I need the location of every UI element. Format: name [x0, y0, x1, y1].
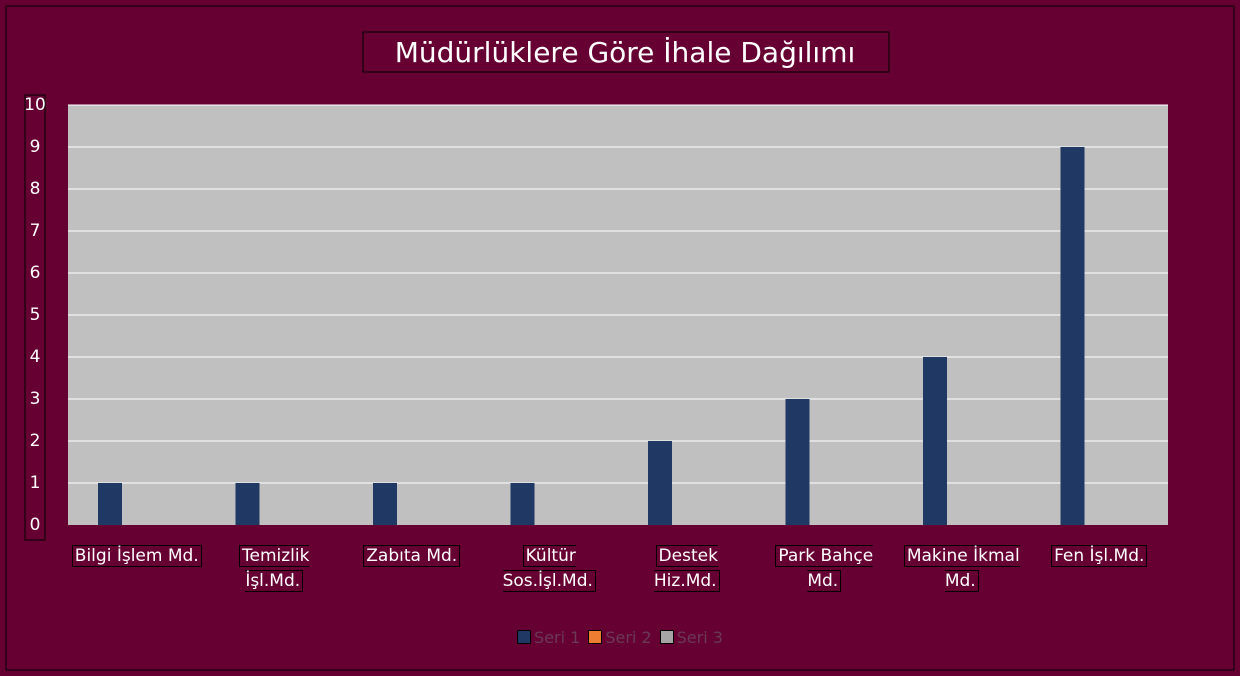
- y-tick-label: 4: [30, 347, 41, 367]
- bar: [235, 483, 260, 525]
- y-tick-label: 10: [24, 95, 46, 115]
- bar: [785, 399, 810, 525]
- y-tick-label: 6: [30, 263, 41, 283]
- chart-title: Müdürlüklere Göre İhale Dağılımı: [395, 36, 856, 69]
- y-tick-label: 8: [30, 179, 41, 199]
- x-tick-label-box: Makine İkmal Md.: [897, 544, 1027, 594]
- x-tick-label: Fen İşl.Md.: [1051, 545, 1148, 567]
- bar: [98, 483, 122, 525]
- legend-label: Seri 3: [676, 628, 723, 647]
- x-tick-label-box: Zabıta Md.: [347, 544, 477, 569]
- chart-border: [5, 5, 1235, 671]
- x-tick-label: Kültür Sos.İşl.Md.: [502, 545, 596, 592]
- legend: Seri 1 Seri 2 Seri 3: [0, 628, 1240, 647]
- legend-swatch: [517, 630, 532, 644]
- legend-label: Seri 1: [534, 628, 581, 647]
- legend-swatch: [659, 630, 674, 644]
- y-tick-label: 0: [30, 515, 41, 535]
- x-tick-label-box: Kültür Sos.İşl.Md.: [484, 544, 614, 594]
- bar: [373, 483, 397, 525]
- y-tick-label: 2: [30, 431, 41, 451]
- y-axis-box: [24, 94, 46, 541]
- legend-item: Seri 3: [659, 628, 723, 647]
- bar: [923, 357, 947, 525]
- legend-label: Seri 2: [605, 628, 652, 647]
- y-tick-label: 1: [30, 473, 41, 493]
- x-tick-label-box: Fen İşl.Md.: [1034, 544, 1164, 569]
- legend-item: Seri 1: [517, 628, 580, 647]
- x-tick-label: Park Bahçe Md.: [775, 545, 874, 592]
- x-tick-label-box: Temizlik İşl.Md.: [209, 544, 339, 594]
- bar: [510, 483, 535, 525]
- legend-swatch: [588, 630, 603, 644]
- legend-item: Seri 2: [588, 628, 652, 647]
- x-tick-label: Zabıta Md.: [363, 545, 461, 567]
- y-tick-label: 5: [30, 305, 41, 325]
- bar: [1060, 147, 1085, 525]
- x-tick-label: Makine İkmal Md.: [903, 545, 1020, 592]
- x-tick-label: Temizlik İşl.Md.: [239, 545, 310, 592]
- x-tick-label: Destek Hiz.Md.: [653, 545, 720, 592]
- x-tick-label: Bilgi İşlem Md.: [71, 545, 202, 567]
- y-tick-label: 9: [30, 137, 41, 157]
- bar: [648, 441, 672, 525]
- y-tick-label: 3: [30, 389, 41, 409]
- x-tick-label-box: Bilgi İşlem Md.: [71, 544, 202, 569]
- x-tick-label-box: Destek Hiz.Md.: [622, 544, 752, 594]
- x-tick-label-box: Park Bahçe Md.: [759, 544, 889, 594]
- y-tick-label: 7: [30, 221, 41, 241]
- title-box: [362, 31, 890, 73]
